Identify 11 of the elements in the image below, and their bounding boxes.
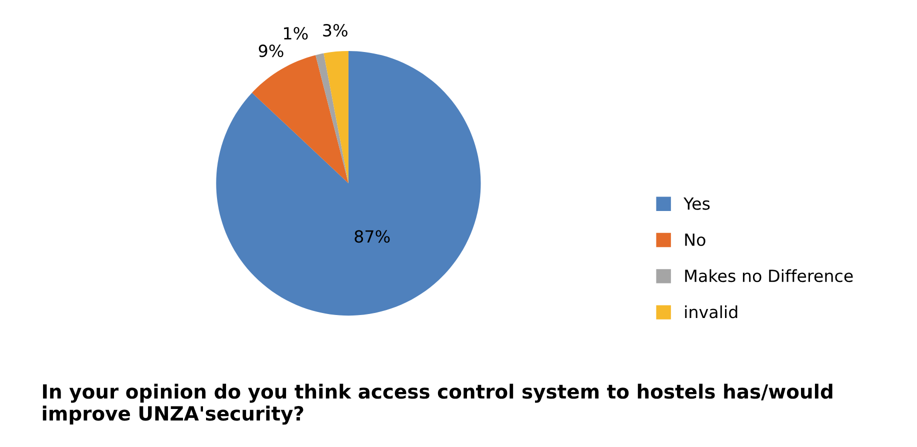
data-label: 1% — [284, 27, 308, 40]
data-label: 9% — [258, 44, 284, 58]
legend-label: No — [685, 234, 706, 246]
text: In your opinion do you think access control system to hostels has/would improve UNZA'security? — [42, 384, 832, 425]
pie-slice — [316, 53, 348, 184]
data-label: 87% — [354, 230, 390, 243]
data-label: 3% — [323, 24, 348, 37]
pie-slice — [324, 50, 348, 184]
legend-label: Yes — [684, 198, 710, 210]
legend-label: Makes no Difference — [685, 269, 853, 282]
legend-label: invalid — [685, 305, 738, 318]
